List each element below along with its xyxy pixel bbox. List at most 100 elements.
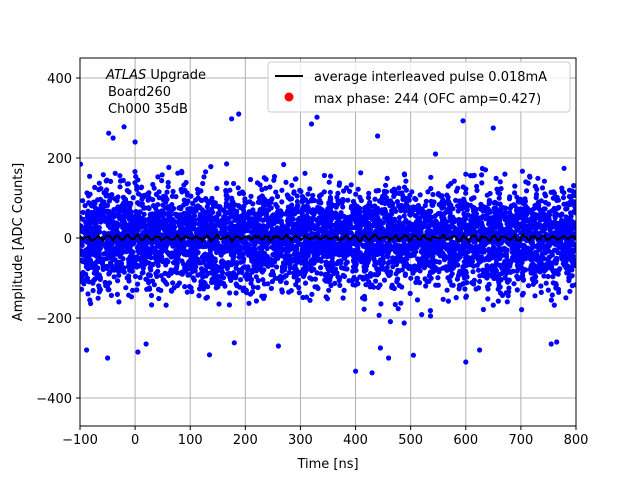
scatter-point [430,253,436,259]
scatter-point [304,213,310,219]
scatter-point [374,272,380,278]
scatter-point [361,306,367,312]
scatter-point [138,185,144,191]
scatter-point [155,174,161,180]
scatter-point [114,291,120,297]
scatter-point [571,192,576,198]
scatter-point [268,272,274,278]
scatter-point [138,258,145,264]
scatter-point [318,218,324,224]
scatter-point [277,273,284,280]
scatter-point [309,291,315,297]
scatter-point [545,287,551,293]
scatter-point [91,225,98,231]
scatter-point [117,173,123,179]
scatter-point [294,193,300,199]
scatter-point [109,241,115,247]
scatter-point [379,200,385,206]
scatter-point [461,198,467,204]
scatter-point [398,300,404,306]
scatter-point [156,295,162,302]
scatter-point [207,221,213,228]
scatter-point [87,191,93,197]
scatter-point [525,180,531,186]
scatter-point [503,205,509,211]
scatter-point [414,214,420,220]
scatter-point [449,282,455,288]
scatter-point [310,192,316,199]
scatter-point [446,248,452,254]
scatter-point [497,201,503,207]
scatter-point [334,194,340,200]
scatter-point [530,242,536,248]
scatter-point [291,251,297,257]
scatter-point [571,208,576,215]
scatter-point [254,180,261,186]
scatter-point [159,178,165,184]
scatter-point [133,226,139,233]
scatter-point [520,244,526,250]
scatter-point [358,170,364,176]
scatter-point [445,194,451,200]
scatter-point [373,188,379,194]
scatter-point [137,209,143,215]
scatter-point [332,266,339,272]
scatter-point [286,269,292,276]
scatter-point [368,273,374,279]
scatter-point [247,273,253,279]
scatter-point [96,245,103,251]
scatter-point [464,207,470,213]
scatter-point [280,247,287,253]
scatter-point [248,255,255,261]
scatter-point [415,202,421,209]
scatter-point [482,257,488,263]
scatter-point [302,207,308,213]
scatter-point [569,238,575,244]
scatter-point [461,210,467,216]
scatter-point [215,210,221,217]
scatter-point [310,215,316,222]
scatter-point [444,199,450,205]
scatter-point [204,294,210,300]
scatter-point [402,208,408,214]
scatter-point [307,297,313,303]
scatter-point [564,270,570,276]
scatter-point [238,277,244,283]
scatter-point [324,213,330,219]
scatter-point [233,248,239,254]
scatter-point [465,231,471,237]
scatter-point [182,266,188,272]
scatter-point [453,197,459,203]
scatter-point [135,177,141,183]
scatter-point [423,283,429,289]
scatter-point [197,204,203,211]
scatter-point [314,284,320,290]
scatter-point [109,246,115,252]
scatter-point [328,173,334,179]
scatter-point [160,202,166,208]
scatter-point [471,277,477,283]
scatter-point [478,206,484,212]
scatter-point [566,243,572,249]
scatter-point [311,266,317,272]
scatter-point [367,228,373,234]
scatter-point [106,271,112,277]
scatter-point [222,218,228,224]
scatter-point [419,312,425,318]
scatter-point [317,228,323,234]
scatter-point [95,295,101,301]
scatter-point [160,242,166,248]
scatter-point [119,218,126,224]
scatter-point [229,261,235,267]
scatter-point [92,200,98,207]
scatter-point [265,281,271,287]
scatter-point [286,246,292,253]
scatter-point [96,283,102,289]
scatter-point [150,197,156,203]
scatter-point [520,228,526,234]
scatter-point [266,202,272,209]
scatter-point [527,174,533,180]
scatter-point [425,230,431,236]
scatter-point [106,210,113,216]
scatter-point [418,262,424,268]
